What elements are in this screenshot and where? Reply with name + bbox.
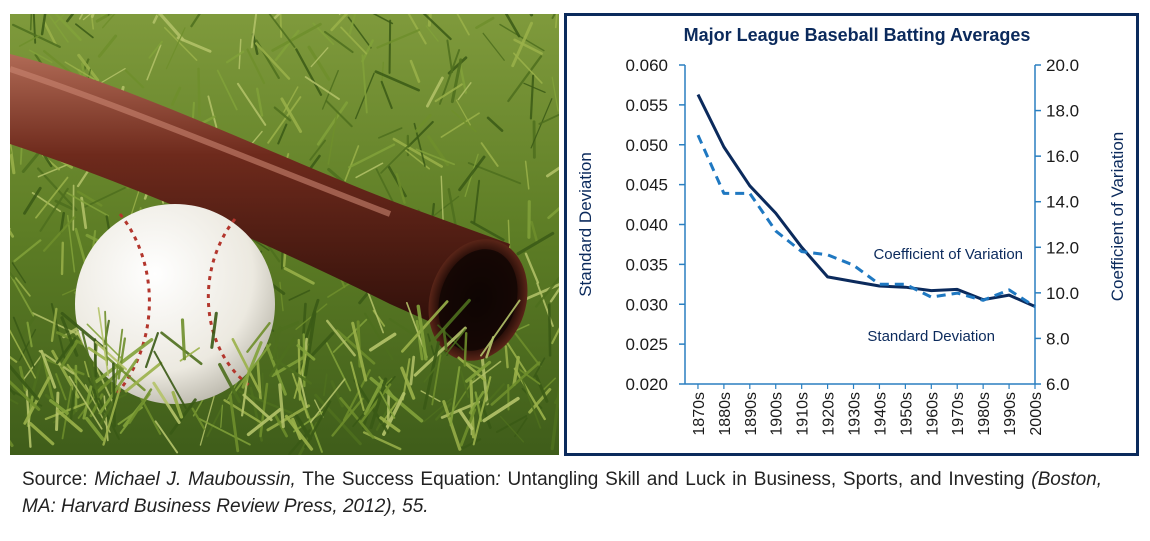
source-caption: Source: Michael J. Mauboussin, The Succe…	[22, 466, 1102, 520]
caption-colon: :	[495, 469, 501, 490]
x-tick-label: 1900s	[769, 392, 786, 436]
x-tick-label: 1910s	[795, 392, 812, 436]
caption-author: Michael J. Mauboussin,	[94, 469, 296, 490]
y-tick-label-left: 0.055	[625, 96, 668, 115]
x-tick-label: 1960s	[924, 392, 941, 436]
x-tick-label: 1870s	[691, 392, 708, 436]
series-label-standard-deviation: Standard Deviation	[867, 328, 995, 345]
baseball-photo	[10, 14, 559, 455]
y-tick-label-right: 8.0	[1046, 329, 1070, 348]
y-tick-label-right: 16.0	[1046, 147, 1079, 166]
x-tick-label: 2000s	[1028, 392, 1045, 436]
x-tick-label: 1930s	[847, 392, 864, 436]
y-tick-label-left: 0.045	[625, 176, 668, 195]
caption-book-subtitle: Untangling Skill and Luck in Business, S…	[500, 469, 1032, 490]
x-tick-label: 1890s	[743, 392, 760, 436]
y-tick-label-right: 12.0	[1046, 238, 1079, 257]
y-tick-label-right: 14.0	[1046, 193, 1079, 212]
x-tick-label: 1990s	[1002, 392, 1019, 436]
series-label-coefficient-of-variation: Coefficient of Variation	[873, 246, 1023, 263]
y-tick-label-left: 0.040	[625, 216, 668, 235]
caption-source-prefix: Source:	[22, 469, 95, 490]
x-tick-label: 1970s	[950, 392, 967, 436]
y-tick-label-left: 0.050	[625, 136, 668, 155]
x-tick-label: 1950s	[898, 392, 915, 436]
y-tick-label-right: 10.0	[1046, 284, 1079, 303]
caption-publisher: (Boston, MA: Harvard Business Review Pre…	[22, 469, 1103, 517]
y-tick-label-left: 0.025	[625, 335, 668, 354]
x-tick-label: 1920s	[821, 392, 838, 436]
x-tick-label: 1880s	[717, 392, 734, 436]
y-axis-right-label: Coefficient of Variation	[1108, 132, 1127, 301]
series-line-standard-deviation	[696, 134, 1036, 308]
batting-average-chart: Major League Baseball Batting Averages S…	[576, 25, 1127, 436]
chart-title: Major League Baseball Batting Averages	[684, 25, 1031, 45]
y-tick-label-right: 20.0	[1046, 56, 1079, 75]
y-tick-label-left: 0.020	[625, 375, 668, 394]
y-tick-label-left: 0.030	[625, 295, 668, 314]
y-tick-label-left: 0.060	[625, 56, 668, 75]
y-tick-label-right: 18.0	[1046, 102, 1079, 121]
y-tick-label-left: 0.035	[625, 255, 668, 274]
y-tick-label-right: 6.0	[1046, 375, 1070, 394]
x-tick-label: 1980s	[976, 392, 993, 436]
x-tick-label: 1940s	[872, 392, 889, 436]
chart-panel: Major League Baseball Batting Averages S…	[564, 13, 1139, 456]
caption-book-title: The Success Equation	[295, 469, 496, 490]
series-line-coefficient-of-variation	[696, 93, 1036, 308]
y-axis-left-label: Standard Deviation	[576, 152, 595, 297]
